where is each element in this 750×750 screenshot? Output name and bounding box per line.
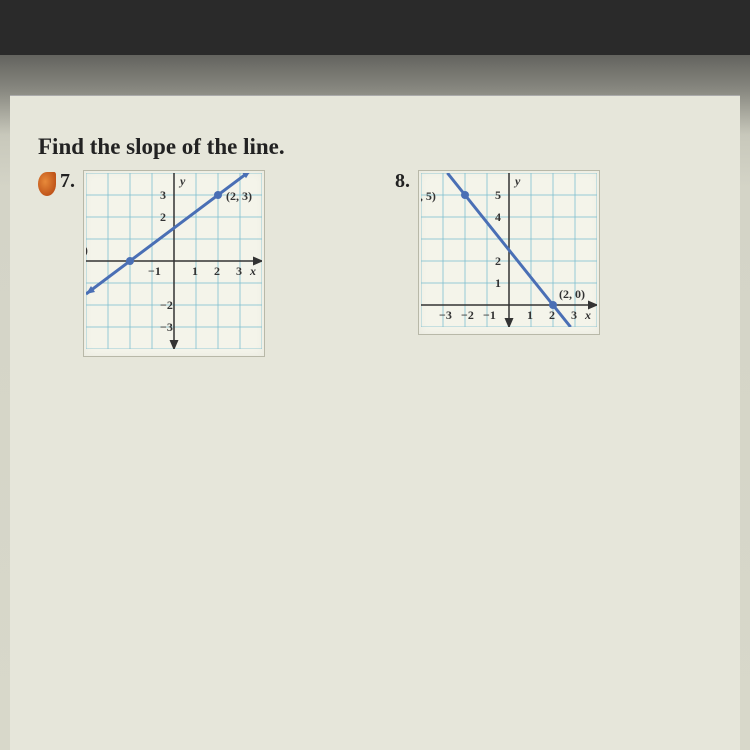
coordinate-graph: y x −1 1 2 3 3 2 −2 −3 (−2, 0) (2, 3)	[83, 170, 265, 357]
svg-text:−2: −2	[160, 298, 173, 312]
svg-text:x: x	[584, 308, 591, 322]
svg-text:2: 2	[160, 210, 166, 224]
svg-text:3: 3	[236, 264, 242, 278]
svg-text:y: y	[513, 174, 521, 188]
coordinate-graph: y x −3 −2 −1 1 2 3 5 4 2 1 (−2, 5) (2, 0)	[418, 170, 600, 335]
problems-row: 7. y x −1 1 2 3 3 2 −2 −3 (−2, 0) (2, 3) 8. y x −3 −2 −1 1 2…	[38, 170, 712, 357]
problem-7: 7. y x −1 1 2 3 3 2 −2 −3 (−2, 0) (2, 3)	[38, 170, 265, 357]
dark-top-bar	[0, 0, 750, 55]
svg-text:1: 1	[527, 308, 533, 322]
svg-text:4: 4	[495, 210, 501, 224]
instruction-title: Find the slope of the line.	[38, 134, 712, 160]
svg-text:−3: −3	[439, 308, 452, 322]
svg-text:1: 1	[192, 264, 198, 278]
svg-text:(2, 3): (2, 3)	[226, 189, 252, 203]
svg-text:3: 3	[160, 188, 166, 202]
svg-text:−1: −1	[148, 264, 161, 278]
svg-text:2: 2	[549, 308, 555, 322]
svg-text:−3: −3	[160, 320, 173, 334]
photo-background: Find the slope of the line. 7. y x −1 1 2 3 3 2 −…	[0, 0, 750, 750]
svg-text:5: 5	[495, 188, 501, 202]
svg-text:3: 3	[571, 308, 577, 322]
worksheet-page: Find the slope of the line. 7. y x −1 1 2 3 3 2 −…	[10, 95, 740, 750]
orange-marker-icon	[38, 172, 56, 196]
svg-text:−1: −1	[483, 308, 496, 322]
svg-text:2: 2	[495, 254, 501, 268]
svg-text:(−2, 0): (−2, 0)	[86, 243, 88, 257]
svg-text:y: y	[178, 174, 186, 188]
svg-text:2: 2	[214, 264, 220, 278]
svg-text:(2, 0): (2, 0)	[559, 287, 585, 301]
svg-text:−2: −2	[461, 308, 474, 322]
svg-text:x: x	[249, 264, 256, 278]
problem-number: 7.	[60, 170, 75, 193]
problem-number: 8.	[395, 170, 410, 193]
problem-8: 8. y x −3 −2 −1 1 2 3 5 4 2 1 (−2, 5) (2, 0)	[395, 170, 600, 357]
svg-text:1: 1	[495, 276, 501, 290]
svg-text:(−2, 5): (−2, 5)	[421, 189, 436, 203]
